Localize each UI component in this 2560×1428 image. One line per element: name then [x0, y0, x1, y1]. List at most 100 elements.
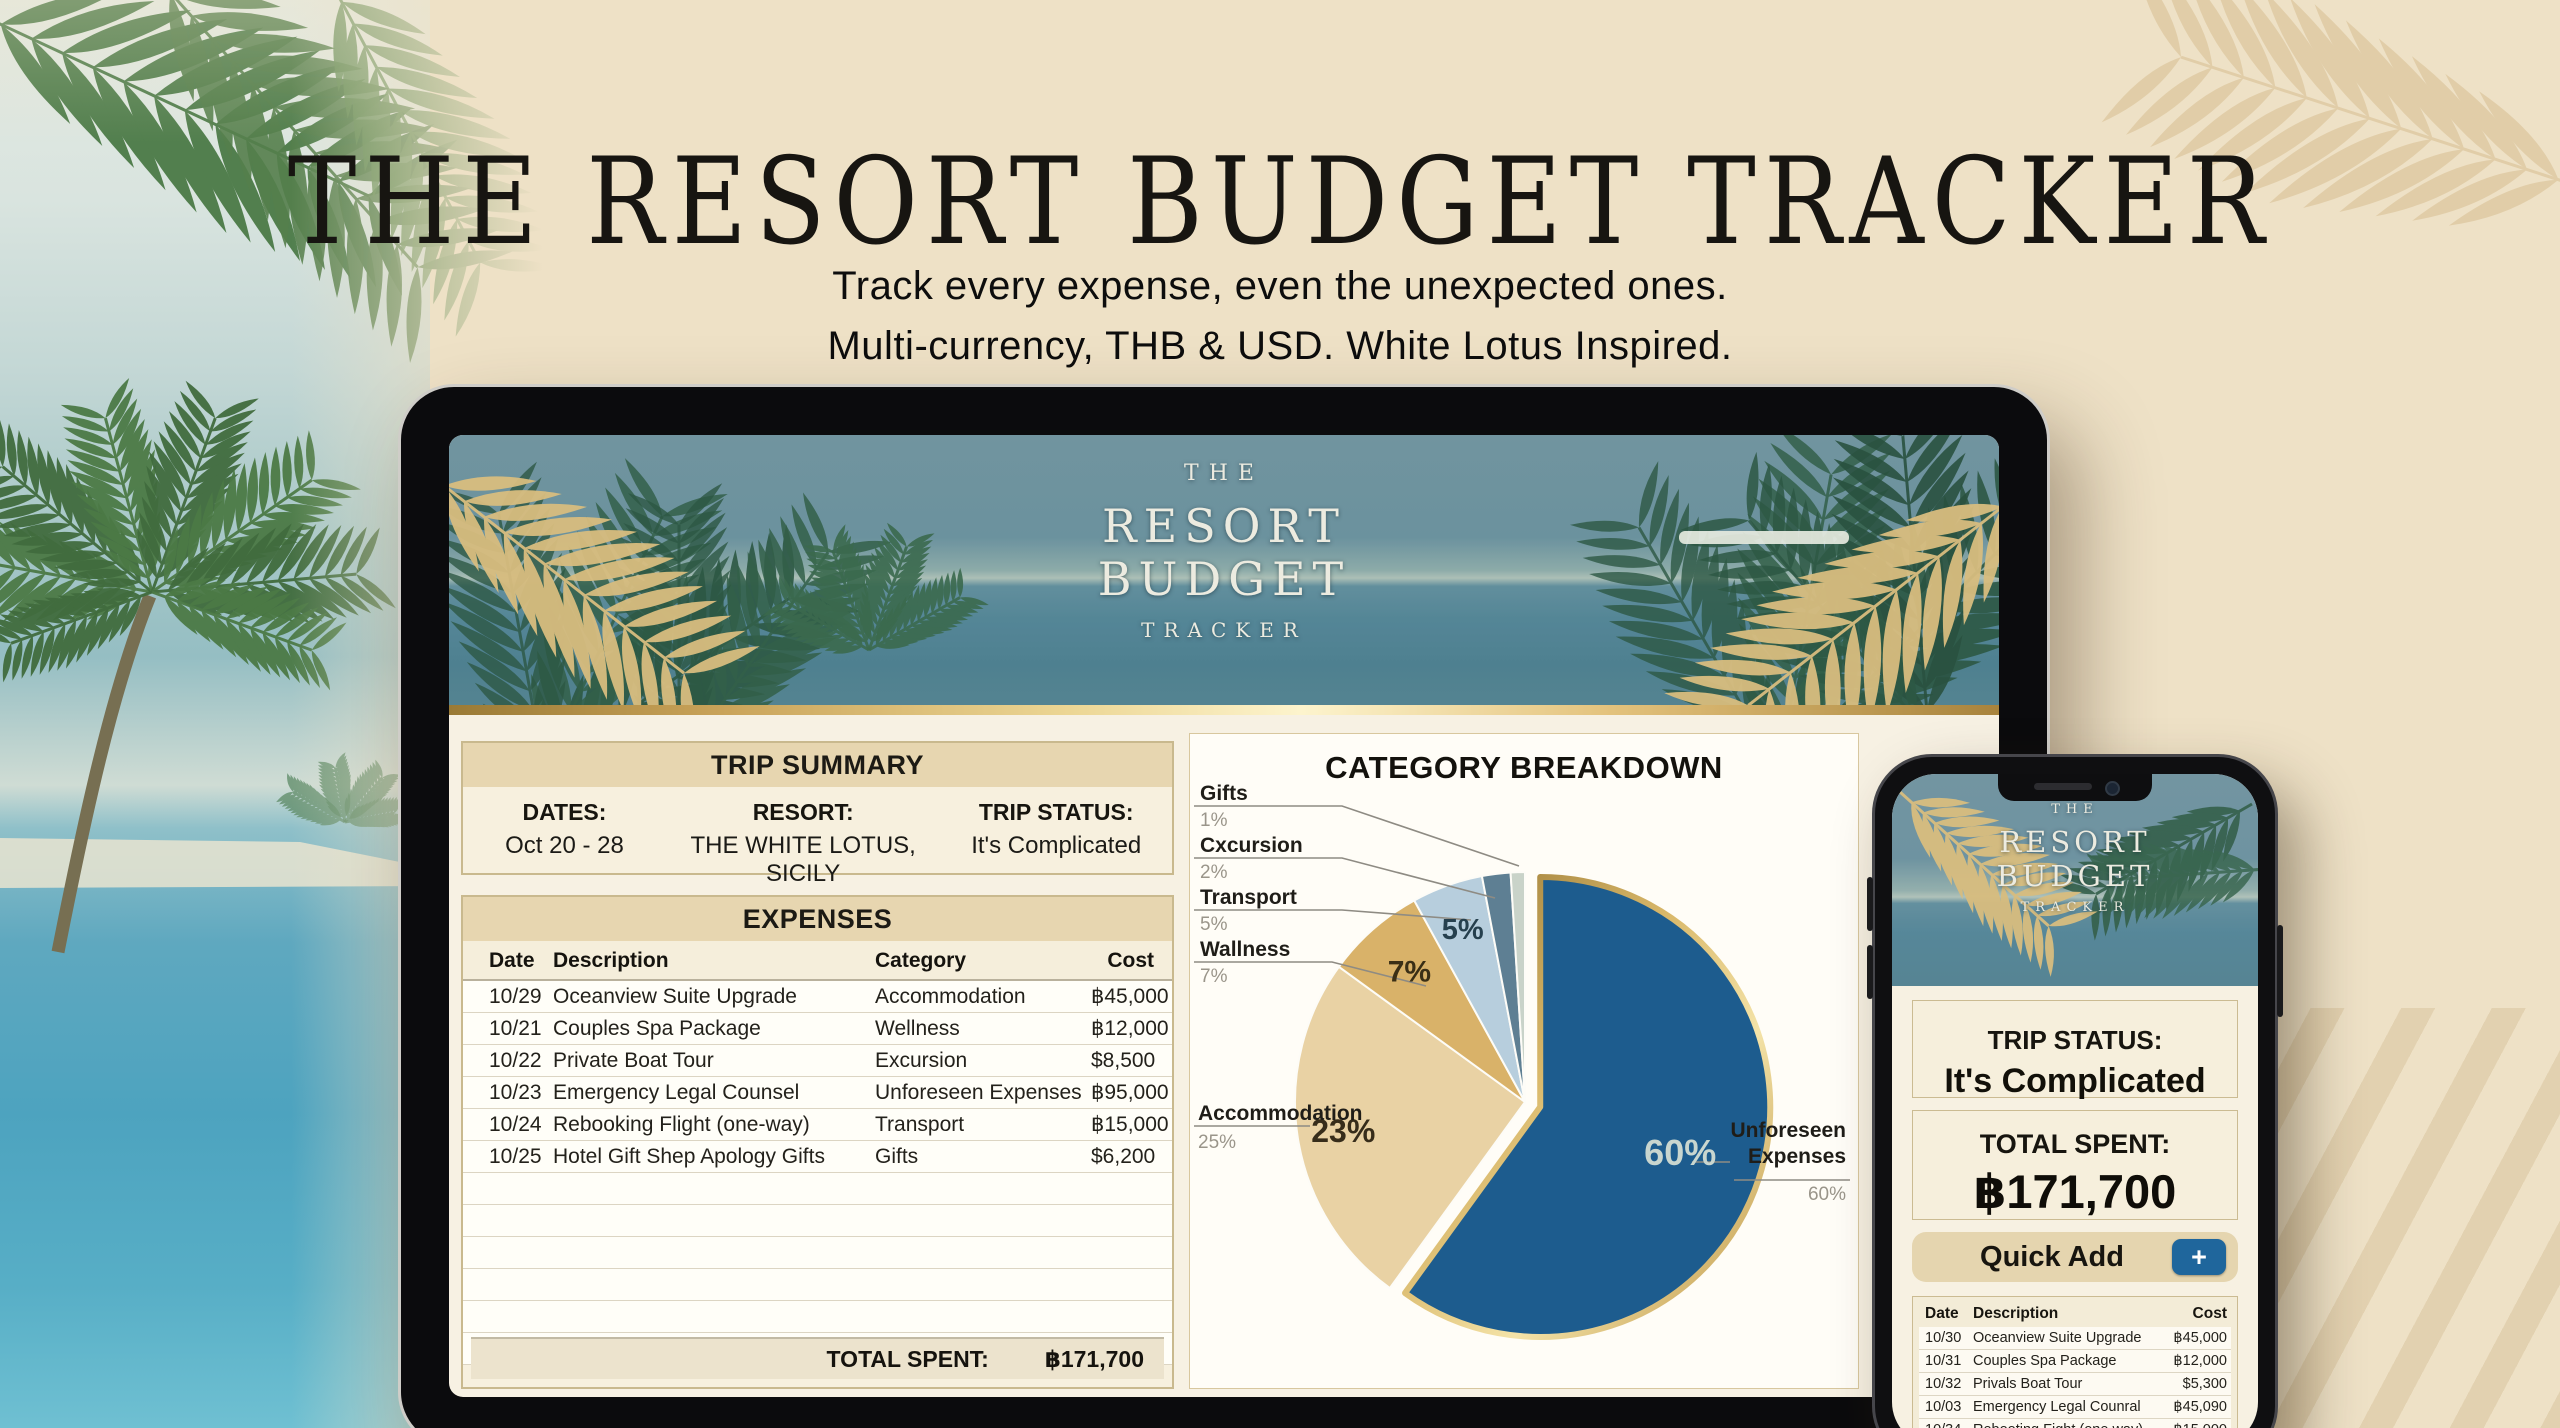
phone-cell: 10/03: [1919, 1396, 1973, 1419]
phone-cell: Emergency Legal Counral: [1973, 1396, 2145, 1419]
table-cell: Rebooking Flight (one-way): [553, 1109, 875, 1141]
phone-cell: 10/31: [1919, 1350, 1973, 1373]
palm-frond-icon: [2101, 0, 2560, 226]
resort-label: RESORT:: [752, 799, 854, 825]
table-cell: 10/25: [463, 1141, 553, 1173]
camera-icon: [2105, 781, 2120, 796]
trip-status-title: TRIP STATUS:: [1987, 1025, 2163, 1055]
power-button[interactable]: [2277, 925, 2283, 1017]
total-spent-card: TOTAL SPENT: ฿171,700: [1912, 1110, 2238, 1220]
trip-status-label: TRIP STATUS:: [978, 799, 1134, 825]
phone-cell: 10/32: [1919, 1373, 1973, 1396]
callout-gifts: Gifts: [1200, 782, 1248, 805]
table-cell: Wellness: [875, 1013, 1091, 1045]
phone-cell: ฿45,090: [2145, 1396, 2231, 1419]
volume-up-button[interactable]: [1867, 877, 1873, 931]
callout-gifts-pct: 1%: [1200, 810, 1228, 831]
palm-frond-icon: [2086, 843, 2258, 919]
brand-logo-phone: THE RESORT BUDGET TRACKER: [1892, 802, 2258, 915]
table-cell: 10/29: [463, 981, 553, 1013]
palm-frond-icon: [1664, 488, 1999, 705]
trip-summary-grid: DATES: RESORT: TRIP STATUS: Oct 20 - 28 …: [463, 787, 1172, 888]
logo-line-the: THE: [2051, 802, 2099, 817]
pie-slice-unforeseen-expenses: [1402, 873, 1774, 1340]
empty-row: [463, 1269, 1172, 1301]
palm-frond-icon: [762, 575, 870, 654]
palm-frond-icon: [449, 468, 760, 705]
col-header-description: Description: [553, 941, 875, 981]
callout-wellness: Wallness: [1200, 938, 1291, 961]
logo-line-tracker: TRACKER: [2020, 900, 2130, 915]
pie-inner-label: 5%: [1442, 914, 1484, 946]
pie-chart: 60%23%7%5%: [1194, 805, 1850, 1340]
pie-slice-cxcursion: [1480, 871, 1526, 1103]
pie-inner-label: 60%: [1644, 1132, 1716, 1173]
col-header-date: Date: [463, 941, 553, 981]
tablet-mockup: THE RESORT BUDGET TRACKER TRIP SUMMARY D…: [398, 384, 2050, 1428]
dates-value: Oct 20 - 28: [505, 832, 624, 859]
trip-status-value: It's Complicated: [1944, 1062, 2206, 1100]
table-cell: Emergency Legal Counsel: [553, 1077, 875, 1109]
pie-slice-transport: [1413, 875, 1526, 1103]
callout-wellness-pct: 7%: [1200, 966, 1228, 987]
callout-excursion: Cxcursion: [1200, 834, 1303, 857]
col-header-category: Category: [875, 941, 1091, 981]
table-cell: $8,500: [1091, 1045, 1172, 1077]
table-cell: ฿12,000: [1091, 1013, 1172, 1045]
trip-status-value: It's Complicated: [971, 832, 1142, 859]
plus-icon[interactable]: +: [2172, 1239, 2226, 1275]
phone-cell: $5,300: [2145, 1373, 2231, 1396]
phone-cell: Privals Boat Tour: [1973, 1373, 2145, 1396]
callout-transport: Transport: [1200, 886, 1297, 909]
callout-unforeseen-line1: Unforeseen: [1730, 1119, 1846, 1142]
subtitle-line2: Multi-currency, THB & USD. White Lotus I…: [827, 324, 1733, 368]
table-cell: Unforeseen Expenses: [875, 1077, 1091, 1109]
phone-cell: 10/34: [1919, 1419, 1973, 1428]
trip-summary-panel: TRIP SUMMARY DATES: RESORT: TRIP STATUS:…: [461, 741, 1174, 887]
table-cell: Gifts: [875, 1141, 1091, 1173]
phone-mockup: THE RESORT BUDGET TRACKER TRIP STATUS: I…: [1867, 754, 2283, 1428]
table-cell: ฿45,000: [1091, 981, 1172, 1013]
table-cell: Hotel Gift Shep Apology Gifts: [553, 1141, 875, 1173]
table-cell: 10/22: [463, 1045, 553, 1077]
pie-slice-wallness: [1337, 899, 1526, 1103]
gold-divider: [449, 705, 1999, 715]
callout-transport-pct: 5%: [1200, 914, 1228, 935]
table-cell: ฿95,000: [1091, 1077, 1172, 1109]
dates-label: DATES:: [522, 799, 607, 825]
header-art: [449, 435, 1999, 705]
logo-line-tracker: TRACKER: [1141, 618, 1307, 642]
phone-cell: ฿15,000: [2145, 1419, 2231, 1428]
callout-unforeseen-pct: 60%: [1807, 1184, 1846, 1205]
phone-header-image: THE RESORT BUDGET TRACKER: [1892, 774, 2258, 986]
callout-accommodation-pct: 25%: [1198, 1132, 1237, 1153]
table-cell: 10/24: [463, 1109, 553, 1141]
phone-col-cost: Cost: [2192, 1305, 2227, 1322]
phone-cell: Rebooting Fight (one way): [1973, 1419, 2145, 1428]
trip-status-card: TRIP STATUS: It's Complicated: [1912, 1000, 2238, 1100]
logo-line-budget: BUDGET: [1996, 859, 2154, 893]
phone-cell: ฿12,000: [2145, 1350, 2231, 1373]
phone-cell: Oceanview Suite Upgrade: [1973, 1327, 2145, 1350]
callout-unforeseen: Unforeseen Expenses 60%: [1730, 1118, 1846, 1208]
pie-slice-accommodation: [1294, 965, 1526, 1290]
table-cell: Oceanview Suite Upgrade: [553, 981, 875, 1013]
phone-expenses-table: Date Description Cost 10/30 Oceanview Su…: [1912, 1296, 2238, 1428]
total-spent-row: TOTAL SPENT: ฿171,700: [471, 1337, 1164, 1379]
expenses-panel: EXPENSES Date Description Category Cost …: [461, 895, 1174, 1389]
phone-cell: 10/30: [1919, 1327, 1973, 1350]
table-cell: Couples Spa Package: [553, 1013, 875, 1045]
phone-col-description: Description: [1973, 1305, 2059, 1322]
callout-excursion-pct: 2%: [1200, 862, 1228, 883]
table-cell: $6,200: [1091, 1141, 1172, 1173]
volume-down-button[interactable]: [1867, 945, 1873, 999]
quick-add-button[interactable]: Quick Add +: [1912, 1232, 2238, 1282]
col-header-cost: Cost: [1091, 941, 1172, 981]
empty-row: [463, 1173, 1172, 1205]
palm-frond-icon: [1898, 790, 2098, 977]
pie-slice-gifts: [1509, 871, 1526, 1103]
table-cell: Private Boat Tour: [553, 1045, 875, 1077]
logo-line-budget: BUDGET: [1097, 552, 1351, 606]
table-cell: 10/21: [463, 1013, 553, 1045]
